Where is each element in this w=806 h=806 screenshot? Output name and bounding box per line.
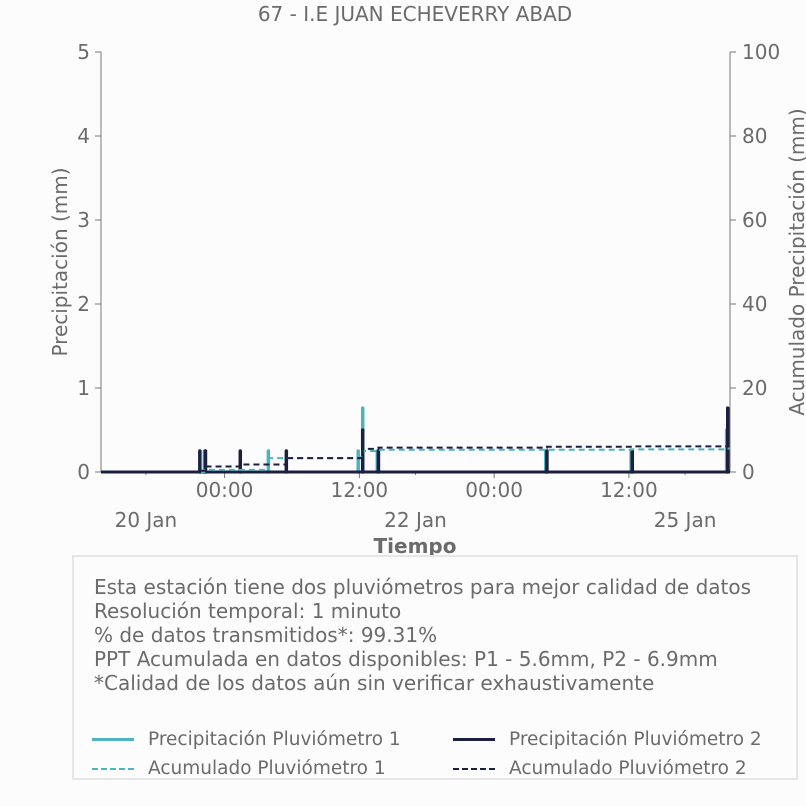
legend-label-p1-bar: Precipitación Pluviómetro 1 <box>148 729 401 750</box>
axes: 0 1 2 3 4 5 0 20 40 60 80 100 00:00 12:00 00:00 12:00 20… <box>77 40 780 532</box>
legend-label-p2-acc: Acumulado Pluviómetro 2 <box>509 758 747 779</box>
legend-label-p1-acc: Acumulado Pluviómetro 1 <box>148 758 386 779</box>
y-tick-label: 5 <box>77 40 90 64</box>
y2-tick-label: 20 <box>742 376 767 400</box>
y2-tick-label: 40 <box>742 292 767 316</box>
x-date-label: 22 Jan <box>384 508 447 532</box>
x-tick-label: 00:00 <box>196 478 254 502</box>
y-tick-label: 0 <box>77 460 90 484</box>
x-tick-label: 00:00 <box>465 478 523 502</box>
x-date-label: 20 Jan <box>115 508 178 532</box>
info-line-resolution: Resolución temporal: 1 minuto <box>94 599 402 623</box>
chart-title: 67 - I.E JUAN ECHEVERRY ABAD <box>258 2 572 26</box>
x-date-label: 25 Jan <box>654 508 717 532</box>
legend-item-p2-acc: Acumulado Pluviómetro 2 <box>453 758 747 779</box>
x-axis-label: Tiempo <box>374 534 457 558</box>
y2-tick-label: 80 <box>742 124 767 148</box>
y-tick-label: 2 <box>77 292 90 316</box>
legend-item-p1-bar: Precipitación Pluviómetro 1 <box>92 729 401 750</box>
y2-tick-label: 100 <box>742 40 780 64</box>
accumulated-line <box>101 442 730 473</box>
info-line-transmitted: % de datos transmitidos*: 99.31% <box>94 623 438 647</box>
info-lines: Esta estación tiene dos pluviómetros par… <box>94 575 751 695</box>
y-tick-label: 1 <box>77 376 90 400</box>
info-box: Esta estación tiene dos pluviómetros par… <box>72 555 798 780</box>
legend-label-p2-bar: Precipitación Pluviómetro 2 <box>509 729 762 750</box>
y-tick-label: 4 <box>77 124 90 148</box>
x-tick-label: 12:00 <box>331 478 389 502</box>
legend-item-p1-acc: Acumulado Pluviómetro 1 <box>92 758 386 779</box>
series-layer <box>100 406 731 474</box>
legend-swatch-p1-bar <box>92 738 134 741</box>
info-line-quality-note: *Calidad de los datos aún sin verificar … <box>94 671 655 695</box>
legend-swatch-p2-bar <box>453 738 495 741</box>
precipitation-chart: 67 - I.E JUAN ECHEVERRY ABAD 0 1 2 3 4 5 0 20 40… <box>48 2 806 558</box>
y2-tick-label: 60 <box>742 208 767 232</box>
info-line-dual-gauge: Esta estación tiene dos pluviómetros par… <box>94 575 752 599</box>
y2-axis-label: Acumulado Precipitación (mm) <box>785 108 806 415</box>
legend-swatch-p2-acc <box>453 767 495 770</box>
y-tick-label: 3 <box>77 208 90 232</box>
accumulated-line <box>101 447 730 473</box>
legend-swatch-p1-acc <box>92 767 134 770</box>
legend-item-p2-bar: Precipitación Pluviómetro 2 <box>453 729 762 750</box>
y2-tick-label: 0 <box>742 460 755 484</box>
info-line-accumulated: PPT Acumulada en datos disponibles: P1 -… <box>94 647 718 671</box>
x-tick-label: 12:00 <box>600 478 658 502</box>
y-axis-label: Precipitación (mm) <box>48 167 72 356</box>
